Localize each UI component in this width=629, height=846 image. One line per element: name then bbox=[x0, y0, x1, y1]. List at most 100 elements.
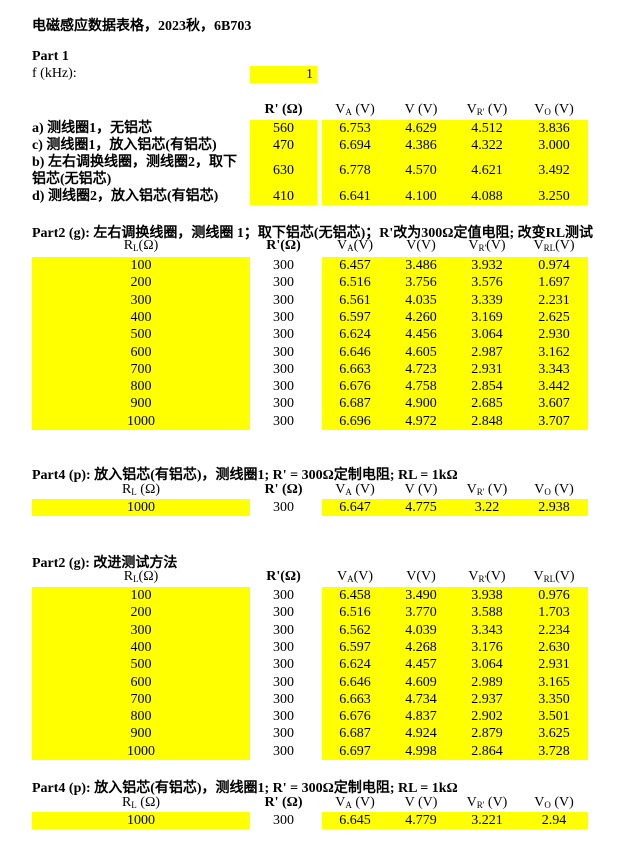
part2b-row-6-vr: 2.937 bbox=[471, 692, 503, 707]
part2b-row-2-r: 300 bbox=[273, 623, 294, 638]
part2b-row-2-vr: 3.343 bbox=[471, 623, 503, 638]
part2a-row-2-vr: 3.339 bbox=[471, 293, 503, 308]
part4a-row-vo: 2.938 bbox=[538, 500, 570, 515]
part2b-row-9-v: 4.998 bbox=[405, 744, 437, 759]
p1-row-c-va: 6.694 bbox=[339, 138, 371, 153]
p1-row-a-v: 4.629 bbox=[405, 121, 437, 136]
part4a-values-highlight bbox=[322, 499, 588, 516]
part2b-row-0-va: 6.458 bbox=[339, 588, 371, 603]
p1-row-b-label2: 铝芯(无铝芯) bbox=[32, 172, 112, 187]
part2a-row-1-vr: 3.576 bbox=[471, 275, 503, 290]
part2a-row-9-r: 300 bbox=[273, 414, 294, 429]
part2a-row-6-vrl: 3.343 bbox=[538, 362, 570, 377]
part2a-row-7-rl: 800 bbox=[130, 379, 152, 394]
part2b-row-8-vrl: 3.625 bbox=[538, 726, 570, 741]
part2a-row-8-v: 4.900 bbox=[405, 396, 437, 411]
part2b-row-2-va: 6.562 bbox=[339, 623, 371, 638]
part2b-header-vr-sub: R' bbox=[478, 574, 487, 584]
part2b-row-9-r: 300 bbox=[273, 744, 294, 759]
part4b-header-rl-main: R bbox=[121, 795, 132, 810]
part2b-row-1-vr: 3.588 bbox=[471, 605, 503, 620]
p1-row-a-r: 560 bbox=[273, 121, 294, 136]
part2a-header-va-unit: (V) bbox=[353, 238, 374, 253]
part2a-row-9-vrl: 3.707 bbox=[538, 414, 570, 429]
part4a-header-vr-sub: R' bbox=[476, 487, 485, 497]
part2a-header-vrl: VRL(V) bbox=[520, 238, 588, 254]
part2a-row-7-v: 4.758 bbox=[405, 379, 437, 394]
p1-row-b-v: 4.570 bbox=[405, 163, 437, 178]
freq-value: 1 bbox=[306, 67, 313, 82]
part2b-header-rl: RL(Ω) bbox=[32, 569, 250, 585]
part4b-header-rl-unit: (Ω) bbox=[136, 795, 161, 810]
part2b-row-3-v: 4.268 bbox=[405, 640, 437, 655]
part2b-heading: Part2 (g): 改进测试方法 bbox=[32, 556, 178, 571]
part4a-header-vr-main: V bbox=[466, 482, 477, 497]
part2a-row-7-vr: 2.854 bbox=[471, 379, 503, 394]
part2a-row-5-va: 6.646 bbox=[339, 345, 371, 360]
part2b-header-rl-unit: (Ω) bbox=[138, 569, 159, 584]
part2b-header-vr: VR'(V) bbox=[454, 569, 520, 585]
p1-row-c-label: c) 测线圈1，放入铝芯(有铝芯) bbox=[32, 138, 217, 153]
part4b-row-va: 6.645 bbox=[339, 813, 371, 828]
part2a-row-3-vrl: 2.625 bbox=[538, 310, 570, 325]
part2a-row-8-rl: 900 bbox=[130, 396, 152, 411]
page-title: 电磁感应数据表格，2023秋，6B703 bbox=[32, 19, 252, 34]
part2b-row-8-rl: 900 bbox=[130, 726, 152, 741]
part2a-values-highlight bbox=[322, 257, 588, 430]
part2b-row-4-r: 300 bbox=[273, 657, 294, 672]
p1-row-d-v: 4.100 bbox=[405, 189, 437, 204]
part4a-row-rl: 1000 bbox=[127, 500, 155, 515]
p1-row-c-r: 470 bbox=[273, 138, 294, 153]
part2a-row-8-r: 300 bbox=[273, 396, 294, 411]
part2b-row-0-r: 300 bbox=[273, 588, 294, 603]
part2b-header-vr-main: V bbox=[468, 569, 479, 584]
part2a-row-5-v: 4.605 bbox=[405, 345, 437, 360]
part2a-row-9-va: 6.696 bbox=[339, 414, 371, 429]
part2b-row-1-va: 6.516 bbox=[339, 605, 371, 620]
part2b-row-3-rl: 400 bbox=[130, 640, 152, 655]
part4b-header-vo-main: V bbox=[534, 795, 545, 810]
part2a-row-0-vrl: 0.974 bbox=[538, 258, 570, 273]
part2b-header-v: V(V) bbox=[406, 569, 436, 584]
part2a-header-v: V(V) bbox=[406, 238, 436, 253]
part2a-header-rl: RL(Ω) bbox=[32, 238, 250, 254]
part2a-row-1-v: 3.756 bbox=[405, 275, 437, 290]
p1-values-highlight bbox=[322, 120, 588, 205]
part4a-header-vr: VR' (V) bbox=[454, 482, 520, 498]
part2a-row-6-v: 4.723 bbox=[405, 362, 437, 377]
part2b-row-5-rl: 600 bbox=[130, 675, 152, 690]
part2a-header-vrl-main: V bbox=[533, 238, 544, 253]
part2a-header-vrl-sub: RL bbox=[543, 243, 556, 253]
part2a-header-vr: VR'(V) bbox=[454, 238, 520, 254]
p1-row-b-vr: 4.621 bbox=[471, 163, 503, 178]
part4a-row-v: 4.775 bbox=[405, 500, 437, 515]
part2b-row-1-v: 3.770 bbox=[405, 605, 437, 620]
part4b-rl-highlight bbox=[32, 812, 250, 829]
part2a-row-4-vr: 3.064 bbox=[471, 327, 503, 342]
part2a-row-5-r: 300 bbox=[273, 345, 294, 360]
part4a-header-rl: RL (Ω) bbox=[32, 482, 250, 498]
part2b-row-0-rl: 100 bbox=[130, 588, 152, 603]
part2a-row-4-vrl: 2.930 bbox=[538, 327, 570, 342]
part2b-row-7-vr: 2.902 bbox=[471, 709, 503, 724]
part2b-row-4-rl: 500 bbox=[130, 657, 152, 672]
part4a-header-va-main: V bbox=[335, 482, 346, 497]
part4b-header-vo: VO (V) bbox=[520, 795, 588, 811]
part4b-header-vr-main: V bbox=[466, 795, 477, 810]
part2b-row-6-v: 4.734 bbox=[405, 692, 437, 707]
part2a-row-9-vr: 2.848 bbox=[471, 414, 503, 429]
part2a-row-6-va: 6.663 bbox=[339, 362, 371, 377]
part4a-header-vo-unit: (V) bbox=[550, 482, 574, 497]
part4a-heading: Part4 (p): 放入铝芯(有铝芯)，测线圈1; R' = 300Ω定制电阻… bbox=[32, 468, 458, 483]
part2b-row-1-r: 300 bbox=[273, 605, 294, 620]
part4b-row-r: 300 bbox=[273, 813, 294, 828]
p1-r-highlight bbox=[250, 120, 317, 205]
part4a-header-vo: VO (V) bbox=[520, 482, 588, 498]
part4b-header-vr-sub: R' bbox=[476, 800, 485, 810]
p1-row-d-vo: 3.250 bbox=[538, 189, 570, 204]
part2b-row-7-va: 6.676 bbox=[339, 709, 371, 724]
part2b-header-va-unit: (V) bbox=[353, 569, 374, 584]
part2a-row-7-va: 6.676 bbox=[339, 379, 371, 394]
part4b-header-va-sub: A bbox=[345, 800, 352, 810]
part2b-row-2-vrl: 2.234 bbox=[538, 623, 570, 638]
